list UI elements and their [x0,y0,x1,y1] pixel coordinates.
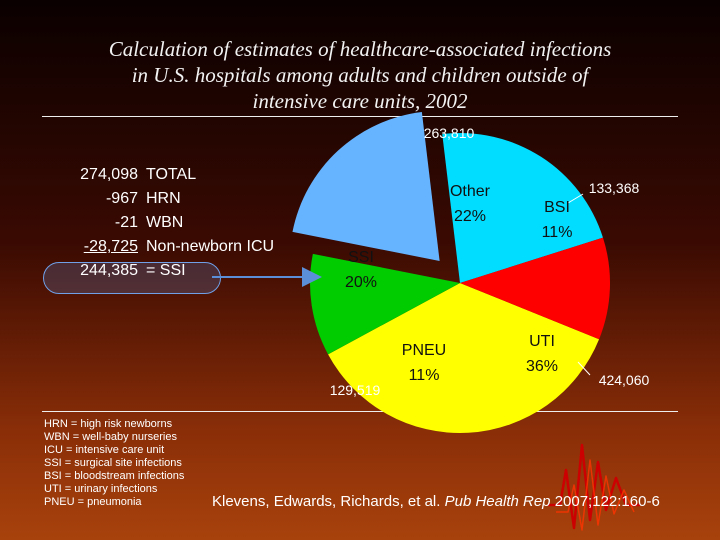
slice-count-uti: 424,060 [599,372,650,388]
slice-percent-ssi: 20% [345,274,377,291]
legend-item: HRN = high risk newborns [44,418,173,430]
pie-slices [292,112,611,434]
slice-label-bsi: BSI [544,199,570,216]
logo-icon [548,443,640,531]
calc-row: -21 WBN [54,211,274,235]
pie-slice-pneu [310,253,460,355]
legend-item: BSI = bloodstream infections [44,470,185,482]
legend-item: PNEU = pneumonia [44,496,142,508]
slice-label-other: Other [450,183,491,200]
calc-number: 274,098 [80,166,138,183]
citation: Klevens, Edwards, Richards, et al. Pub H… [212,493,660,510]
chart-title: Calculation of estimates of healthcare-a… [40,36,680,114]
title-line: Calculation of estimates of healthcare-a… [108,37,612,61]
slice-label-uti: UTI [529,333,555,350]
abbreviation-legend: HRN = high risk newborns WBN = well-baby… [44,418,184,509]
slice-label-pneu: PNEU [402,342,446,359]
slice-count-pneu: 129,519 [330,382,381,398]
legend-item: ICU = intensive care unit [44,444,165,456]
citation-journal: Pub Health Rep [444,493,551,510]
calc-row: -967 HRN [54,187,274,211]
calc-label: = SSI [146,262,186,279]
calc-label: HRN [146,190,181,207]
slice-label-ssi: SSI [348,249,374,266]
slice-percent-pneu: 11% [409,367,440,384]
uti-leader-line [577,361,591,376]
calc-number: 244,385 [80,262,138,279]
calc-row: -28,725 Non-newborn ICU [54,235,274,259]
bottom-divider [42,411,678,412]
slice-percent-other: 22% [454,208,486,225]
slice-percent-uti: 36% [526,358,558,375]
pie-slice-bsi [460,237,611,340]
calc-label: Non-newborn ICU [146,238,275,255]
slice-count-bsi: 133,368 [589,180,640,196]
calc-label: WBN [146,214,184,231]
citation-ref: 2007;122:160-6 [554,493,660,510]
ssi-result-highlight [43,262,221,294]
slice-count-other: 263,810 [424,125,475,141]
legend-item: WBN = well-baby nurseries [44,431,177,443]
pie-slice-other [442,133,603,283]
calc-label: TOTAL [146,166,197,183]
bsi-leader-line [567,193,584,204]
calc-row: 244,385 = SSI [54,259,274,283]
pie-slice-uti [328,283,600,434]
pie-slice-ssi [292,112,440,261]
calculation-table: 274,098 TOTAL -967 HRN -21 WBN -28,725 N… [54,163,274,283]
citation-authors: Klevens, Edwards, Richards, et al. [212,493,441,510]
title-line: in U.S. hospitals among adults and child… [131,63,589,87]
legend-item: SSI = surgical site infections [44,457,182,469]
slice-percent-bsi: 11% [542,224,573,241]
calc-number: -967 [105,190,138,207]
title-line: intensive care units, 2002 [252,89,468,113]
calc-row: 274,098 TOTAL [54,163,274,187]
top-divider [42,116,678,117]
legend-item: UTI = urinary infections [44,483,158,495]
calc-number: -28,725 [83,238,138,255]
calc-number: -21 [114,214,138,231]
